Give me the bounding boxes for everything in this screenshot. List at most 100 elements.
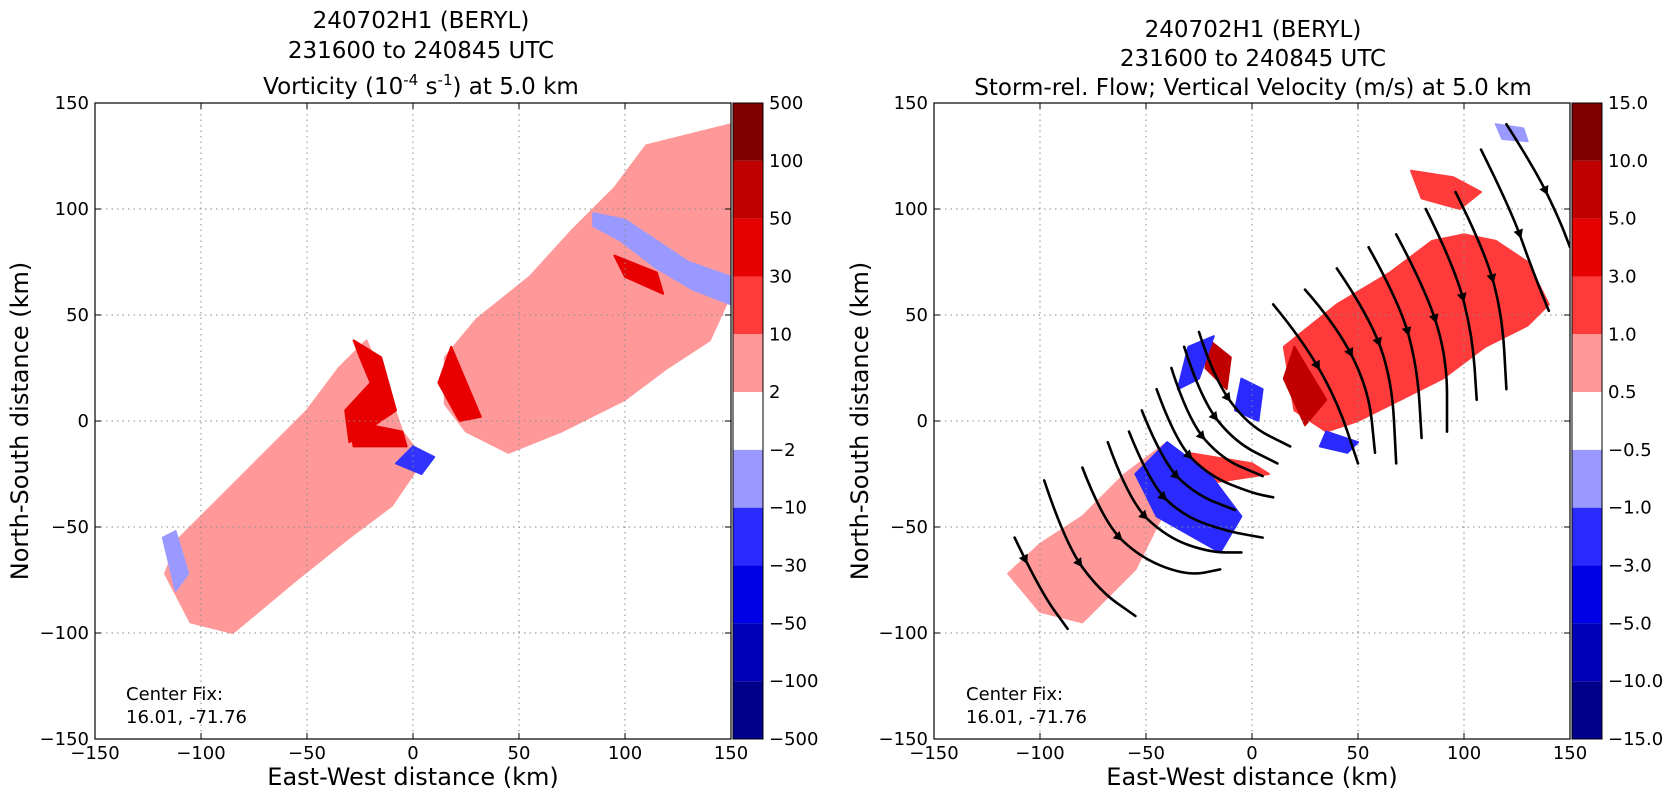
panel2-colorbar-swatch-5: [1572, 392, 1602, 450]
panel2-contour-region-1: [1282, 233, 1550, 433]
panel1-colorbar-frame: [732, 102, 764, 740]
panel1-title-prefix: Vorticity (10: [263, 74, 403, 100]
panel2-colorbar-label-10: −10.0: [1608, 671, 1663, 692]
panel1-xtick-label-0: −150: [70, 743, 119, 764]
panel1-colorbar-label-1: 100: [769, 151, 803, 172]
panel1-colorbar-label-7: −10: [769, 498, 807, 519]
panel1-plot-area: [95, 103, 731, 739]
panel1-title-mid: s: [418, 74, 437, 100]
panel2-streamline-arrow-7: [1195, 430, 1206, 441]
panel1-xtick-label-4: 50: [508, 743, 531, 764]
panel2-colorbar-label-4: 1.0: [1608, 324, 1637, 345]
panel1-ticks: −150 −100 −50 0 50 100 150 −150 −100 −50 0 50 100 150: [40, 93, 749, 764]
panel2-streamline-arrow-11: [1344, 347, 1354, 358]
panel1-colorbar-label-2: 50: [769, 209, 792, 230]
panel2-ylabel: North-South distance (km): [846, 262, 874, 581]
panel1-colorbar-label-11: −500: [769, 729, 818, 750]
panel2-streamline-arrow-9: [1221, 391, 1231, 402]
panel2-plot-area: [934, 103, 1570, 739]
panel2-colorbar-swatch-3: [1572, 276, 1602, 335]
panel2-streamline-arrow-5: [1170, 469, 1180, 480]
panel2-streamline-14: [1394, 233, 1449, 433]
panel1-colorbar-swatch-5: [733, 392, 763, 450]
panel2-colorbar-swatch-6: [1572, 449, 1602, 508]
panel2-colorbar-label-0: 15.0: [1608, 93, 1648, 114]
panel2-streamline-10: [1271, 303, 1360, 465]
panel2-xtick-label-5: 100: [1447, 743, 1481, 764]
panel2-streamline-16: [1454, 190, 1508, 391]
panel2-colorbar-label-5: 0.5: [1608, 382, 1637, 403]
panel2-streamline-arrow-2: [1112, 531, 1123, 541]
panel2-streamline-arrow-10: [1311, 359, 1320, 371]
panel1-colorbar-label-0: 500: [769, 93, 803, 114]
panel2-streamline-4: [1127, 430, 1264, 539]
panel2-streamline-arrow-17: [1513, 228, 1523, 239]
panel2-streamline-arrow-12: [1372, 336, 1382, 347]
panel1-xtick-label-6: 150: [714, 743, 748, 764]
panel1-contours: [161, 123, 731, 634]
panel1-colorbar-swatch-10: [733, 681, 763, 739]
panel2-streamline-arrow-8: [1208, 410, 1219, 421]
panel2-colorbar-swatch-2: [1572, 218, 1602, 277]
panel1-contour-region-8: [613, 254, 665, 295]
panel1-colorbar-label-8: −30: [769, 556, 807, 577]
panel2-streamline-12: [1335, 267, 1398, 465]
panel1-center-fix-value: 16.01, -71.76: [126, 707, 247, 728]
panel1-colorbar-swatch-6: [733, 449, 763, 508]
panel1-colorbar: 500 100 50 30 10 2 −2 −10 −30 −50 −100 −500: [732, 93, 818, 750]
panel1-ytick-label-6: 150: [55, 93, 89, 114]
panel2-streamline-arrow-6: [1182, 449, 1193, 460]
panel2-colorbar-swatch-0: [1572, 103, 1602, 161]
panel2-ytick-label-0: −150: [879, 729, 928, 750]
panel2-colorbar-label-3: 3.0: [1608, 266, 1637, 287]
panel2-xtick-label-1: −100: [1015, 743, 1064, 764]
panel2-center-fix-value: 16.01, -71.76: [966, 707, 1087, 728]
panel2-streamline-arrow-14: [1429, 313, 1439, 324]
panel1-title-line2: 231600 to 240845 UTC: [288, 38, 554, 64]
panel1-ytick-label-0: −150: [40, 729, 89, 750]
panel1-xtick-label-1: −100: [176, 743, 225, 764]
panel1-contour-region-1: [443, 123, 731, 454]
panel1-colorbar-swatch-2: [733, 218, 763, 277]
panel2-xtick-label-2: −50: [1127, 743, 1165, 764]
panel2-colorbar-swatch-10: [1572, 681, 1602, 739]
panel1-contour-region-3: [161, 530, 190, 592]
panel1-title-line1: 240702H1 (BERYL): [313, 8, 530, 34]
panel2-colorbar-swatch-1: [1572, 160, 1602, 219]
panel2-xtick-label-3: 0: [1246, 743, 1257, 764]
panel2-colorbar-label-11: −15.0: [1608, 729, 1663, 750]
panel1-ytick-label-3: 0: [78, 411, 89, 432]
panel1-colorbar-swatch-9: [733, 623, 763, 682]
panel1-contour-region-7: [437, 345, 482, 422]
panel2-streamline-11: [1303, 288, 1377, 455]
panel2-colorbar-swatch-4: [1572, 334, 1602, 393]
panel1-colorbar-label-5: 2: [769, 382, 780, 403]
panel1-title-sup2: -1: [438, 71, 453, 89]
panel1-colorbar-swatch-3: [733, 276, 763, 335]
panel2-streamline-0: [1013, 536, 1069, 631]
panel2-xlabel: East-West distance (km): [1106, 763, 1397, 791]
panel1-title-line3: Vorticity (10-4 s-1) at 5.0 km: [263, 71, 579, 100]
panel2-streamline-arrow-18: [1539, 185, 1549, 196]
panel2-xtick-label-4: 50: [1347, 743, 1370, 764]
panel1-ytick-label-2: −50: [51, 517, 89, 538]
panel2-ytick-label-5: 100: [894, 199, 928, 220]
panel1-colorbar-swatch-1: [733, 160, 763, 219]
panel2-center-fix-label: Center Fix:: [966, 684, 1063, 705]
panel1-contour-region-2: [592, 212, 731, 306]
panel1-xlabel: East-West distance (km): [267, 763, 558, 791]
panel1-colorbar-label-4: 10: [769, 324, 792, 345]
panel2-title-line2: 231600 to 240845 UTC: [1120, 46, 1386, 72]
panel1-title-sup1: -4: [403, 71, 418, 89]
panel-vertical-velocity: 240702H1 (BERYL) 231600 to 240845 UTC St…: [846, 17, 1663, 791]
panel1-ytick-label-5: 100: [55, 199, 89, 220]
panel2-colorbar: 15.0 10.0 5.0 3.0 1.0 0.5 −0.5 −1.0 −3.0 −5.0 −10.…: [1571, 93, 1663, 750]
panel1-colorbar-swatch-8: [733, 565, 763, 624]
panel1-colorbar-label-9: −50: [769, 613, 807, 634]
panel2-contour-region-2: [1410, 169, 1482, 210]
panel2-streamline-arrow-4: [1157, 490, 1168, 501]
panel2-contour-region-9: [1318, 430, 1359, 454]
panel1-colorbar-label-10: −100: [769, 671, 818, 692]
panel2-contour-region-3: [1282, 345, 1328, 427]
